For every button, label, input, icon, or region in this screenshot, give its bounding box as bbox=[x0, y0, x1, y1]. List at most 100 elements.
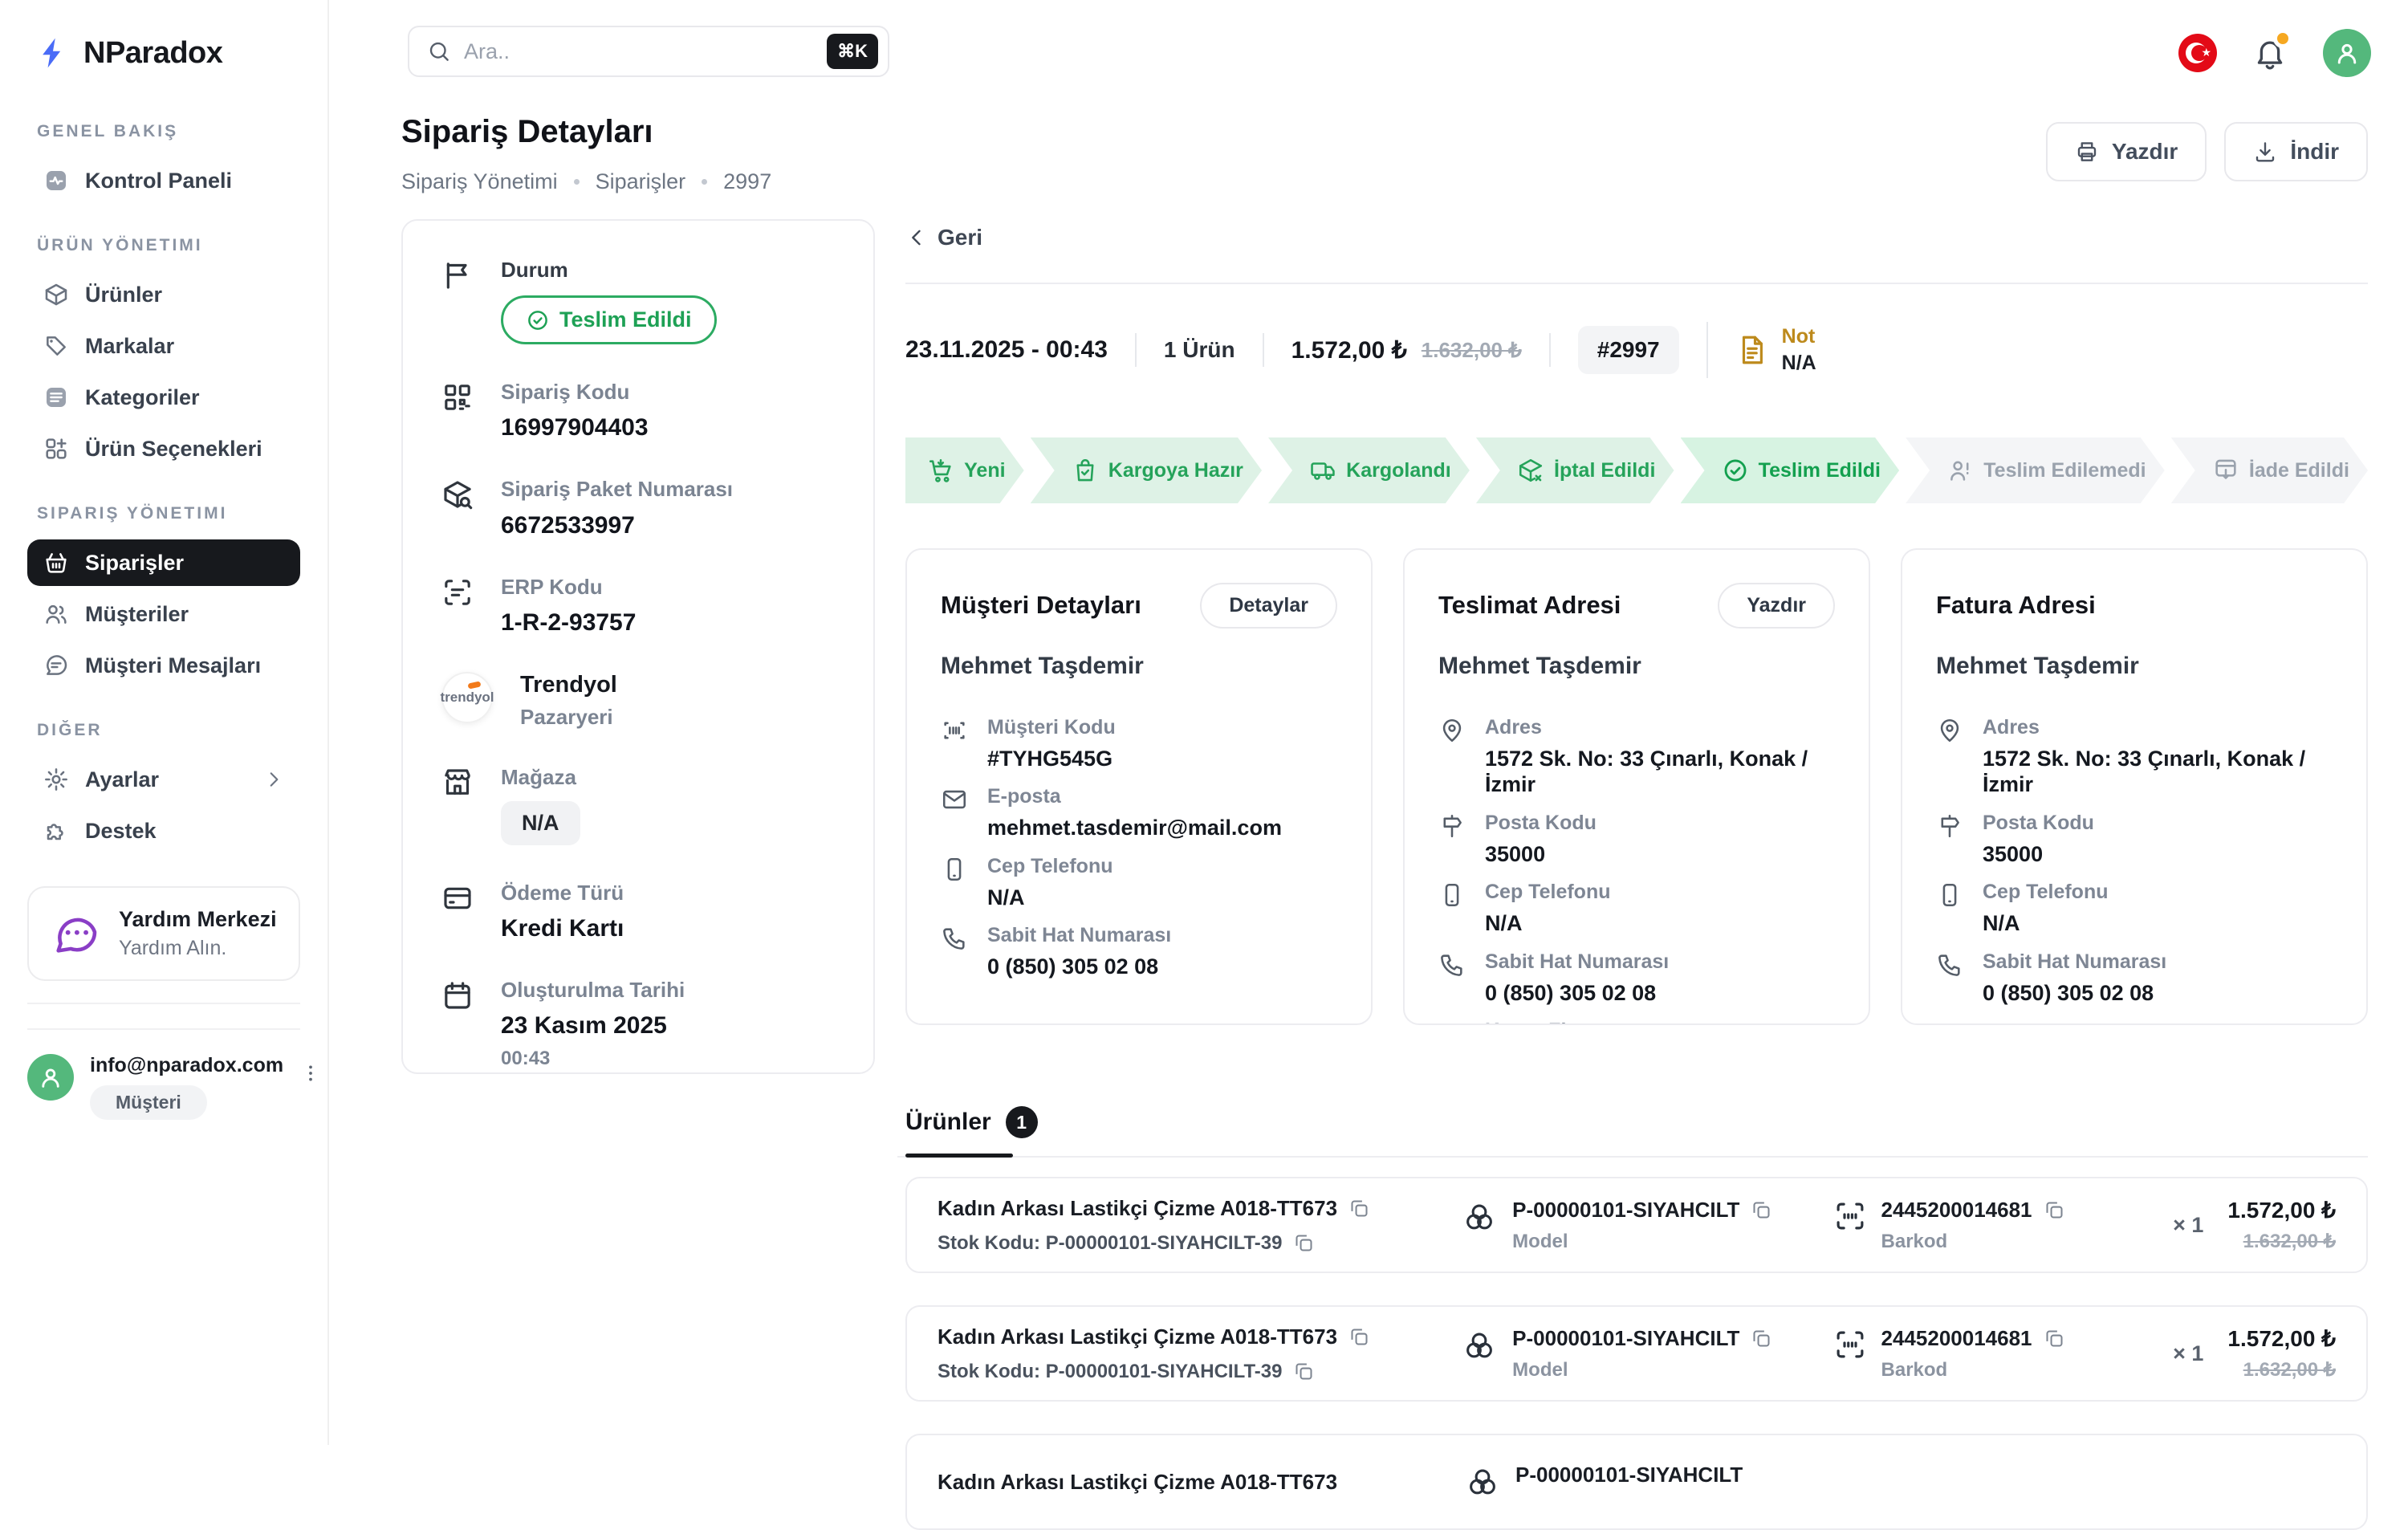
divider bbox=[1262, 333, 1264, 367]
search-input[interactable] bbox=[464, 39, 815, 64]
card-title: Fatura Adresi bbox=[1936, 591, 2096, 619]
head-actions: Yazdır İndir bbox=[2045, 122, 2368, 181]
download-icon bbox=[2256, 142, 2275, 162]
sidebar-item-destek[interactable]: Destek bbox=[27, 808, 300, 854]
product-row: Kadın Arkası Lastikçi Çizme A018-TT673 S… bbox=[905, 1305, 2368, 1402]
help-center-card[interactable]: Yardım Merkezi Yardım Alın. bbox=[27, 886, 300, 981]
search-shortcut-badge: ⌘K bbox=[827, 34, 878, 69]
sidebar-item-siparisler[interactable]: Siparişler bbox=[27, 539, 300, 586]
order-old-price: 1.632,00 ₺ bbox=[1421, 337, 1522, 362]
row-value: 1572 Sk. No: 33 Çınarlı, Konak / İzmir bbox=[1983, 747, 2306, 797]
page-title: Sipariş Detayları bbox=[401, 114, 653, 149]
timeline-step-label: Kargoya Hazır bbox=[1108, 458, 1243, 482]
trendyol-logo: trendyol bbox=[440, 671, 494, 723]
order-datetime: 23.11.2025 - 00:43 bbox=[905, 336, 1108, 363]
brand-logo[interactable]: NParadox bbox=[27, 35, 300, 71]
user-menu-button[interactable] bbox=[299, 1062, 322, 1084]
grid-plus-icon bbox=[46, 438, 67, 459]
copy-icon[interactable] bbox=[1348, 1326, 1370, 1348]
cart-icon bbox=[927, 457, 954, 484]
user-role-badge: Müşteri bbox=[90, 1085, 207, 1120]
language-flag-turkey[interactable]: ★ bbox=[2178, 34, 2217, 72]
shipping-name: Mehmet Taşdemir bbox=[1438, 653, 1641, 679]
copy-icon[interactable] bbox=[2044, 1328, 2065, 1349]
customer-details-button[interactable]: Detaylar bbox=[1200, 582, 1337, 629]
bag-check-icon bbox=[1072, 457, 1099, 484]
order-note[interactable]: Not N/A bbox=[1735, 325, 1816, 375]
status-label: Durum bbox=[501, 258, 568, 282]
row-value: 0 (850) 305 02 08 bbox=[1983, 980, 2154, 1005]
notifications-button[interactable] bbox=[2252, 29, 2292, 71]
row-value: N/A bbox=[1485, 911, 1523, 936]
sidebar-item-markalar[interactable]: Markalar bbox=[27, 323, 300, 369]
sidebar-item-label: Müşteri Mesajları bbox=[85, 653, 262, 678]
timeline-step-kargolandi[interactable]: Kargolandı bbox=[1268, 437, 1470, 503]
tab-urunler[interactable]: Ürünler 1 bbox=[905, 1106, 1038, 1138]
download-button[interactable]: İndir bbox=[2224, 122, 2368, 181]
mobile-phone-icon bbox=[1942, 884, 1957, 907]
billing-address-row: Adres 1572 Sk. No: 33 Çınarlı, Konak / İ… bbox=[1936, 715, 2333, 798]
package-number-block: Sipariş Paket Numarası 6672533997 bbox=[441, 477, 835, 539]
download-button-label: İndir bbox=[2290, 139, 2339, 164]
copy-icon[interactable] bbox=[1293, 1232, 1315, 1254]
breadcrumb-item[interactable]: Siparişler bbox=[595, 169, 686, 193]
copy-icon[interactable] bbox=[2044, 1199, 2065, 1221]
copy-icon[interactable] bbox=[1751, 1199, 1772, 1221]
created-date-value: 23 Kasım 2025 bbox=[501, 1012, 667, 1040]
sidebar-divider bbox=[27, 1003, 300, 1004]
copy-icon[interactable] bbox=[1348, 1198, 1370, 1219]
sidebar-item-ayarlar[interactable]: Ayarlar bbox=[27, 756, 300, 803]
help-title: Yardım Merkezi bbox=[119, 907, 277, 931]
timeline-step-iptal-edildi[interactable]: İptal Edildi bbox=[1476, 437, 1674, 503]
note-document-icon bbox=[1742, 336, 1763, 364]
map-pin-icon bbox=[1442, 718, 1462, 743]
sidebar-item-label: Markalar bbox=[85, 333, 175, 358]
package-number-label: Sipariş Paket Numarası bbox=[501, 477, 734, 502]
model-circles-icon bbox=[1466, 1333, 1493, 1357]
timeline-step-teslim-edilemedi[interactable]: Teslim Edilemedi bbox=[1906, 437, 2165, 503]
shipping-mobile-row: Cep Telefonu N/A bbox=[1438, 880, 1835, 936]
sidebar-item-label: Destek bbox=[85, 818, 157, 843]
sidebar-item-musteriler[interactable]: Müşteriler bbox=[27, 591, 300, 637]
print-button[interactable]: Yazdır bbox=[2045, 122, 2207, 181]
sidebar-item-urunler[interactable]: Ürünler bbox=[27, 271, 300, 318]
product-model: P-00000101-SIYAHCILT bbox=[1512, 1197, 1740, 1222]
shipping-address-card: Teslimat Adresi Yazdır Mehmet Taşdemir A… bbox=[1403, 548, 1870, 1025]
row-label: Cep Telefonu bbox=[1485, 881, 1611, 904]
created-time-value: 00:43 bbox=[501, 1048, 551, 1070]
profile-avatar[interactable] bbox=[2323, 29, 2371, 77]
product-row: Kadın Arkası Lastikçi Çizme A018-TT673 S… bbox=[905, 1177, 2368, 1273]
box-icon bbox=[45, 283, 67, 306]
sidebar-item-kategoriler[interactable]: Kategoriler bbox=[27, 374, 300, 421]
row-value: N/A bbox=[1983, 911, 2020, 936]
search-bar[interactable]: ⌘K bbox=[408, 26, 889, 77]
breadcrumb-separator bbox=[702, 179, 708, 185]
breadcrumb-item[interactable]: Sipariş Yönetimi bbox=[401, 169, 558, 193]
timeline-step-iade-edildi[interactable]: İade Edildi bbox=[2171, 437, 2368, 503]
timeline-step-yeni[interactable]: Yeni bbox=[905, 437, 1024, 503]
sidebar-item-urun-secenekleri[interactable]: Ürün Seçenekleri bbox=[27, 425, 300, 472]
back-button[interactable]: Geri bbox=[905, 225, 982, 250]
package-search-icon bbox=[444, 481, 473, 510]
divider bbox=[1134, 333, 1137, 367]
shipping-print-button[interactable]: Yazdır bbox=[1718, 582, 1835, 629]
nav-section-overview: GENEL BAKIŞ Kontrol Paneli bbox=[27, 122, 300, 204]
user-avatar[interactable] bbox=[27, 1054, 74, 1101]
copy-icon[interactable] bbox=[1751, 1328, 1772, 1349]
sidebar-item-kontrol-paneli[interactable]: Kontrol Paneli bbox=[27, 157, 300, 204]
row-value: mehmet.tasdemir@mail.com bbox=[987, 816, 1282, 840]
store-value-badge: N/A bbox=[501, 800, 580, 845]
content-divider bbox=[905, 283, 2368, 284]
status-badge-label: Teslim Edildi bbox=[559, 307, 692, 332]
sidebar-item-label: Ürünler bbox=[85, 282, 163, 307]
order-info-card: Durum Teslim Edildi Sipariş Kodu 1699790… bbox=[401, 219, 875, 1074]
sidebar-item-musteri-mesajlari[interactable]: Müşteri Mesajları bbox=[27, 642, 300, 689]
copy-icon[interactable] bbox=[1293, 1361, 1315, 1382]
breadcrumb: Sipariş Yönetimi Siparişler 2997 bbox=[401, 169, 771, 194]
shipping-postal-row: Posta Kodu 35000 bbox=[1438, 811, 1835, 867]
qr-code-icon bbox=[445, 385, 470, 410]
timeline-step-kargoya-hazir[interactable]: Kargoya Hazır bbox=[1031, 437, 1262, 503]
timeline-step-teslim-edildi[interactable]: Teslim Edildi bbox=[1681, 437, 1900, 503]
active-tab-underline bbox=[905, 1154, 1013, 1158]
store-label: Mağaza bbox=[501, 764, 576, 789]
